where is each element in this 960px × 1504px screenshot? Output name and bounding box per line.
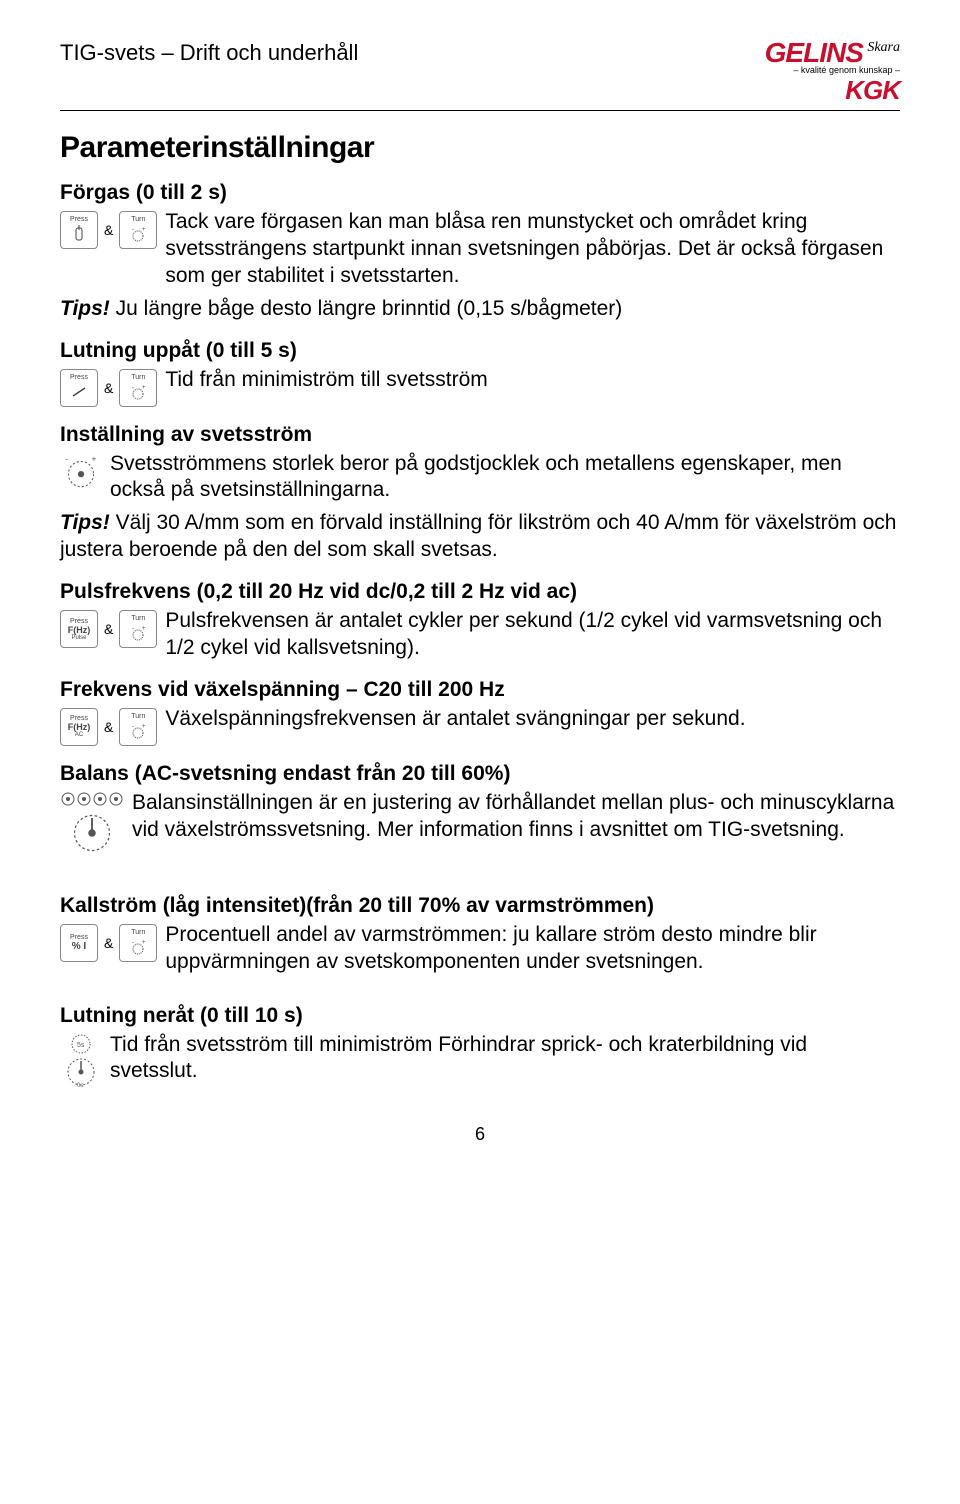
param-title: Lutning uppåt (0 till 5 s) xyxy=(60,339,900,363)
param-title: Pulsfrekvens (0,2 till 20 Hz vid dc/0,2 … xyxy=(60,580,900,604)
param-body: Tid från svetsström till minimiström För… xyxy=(110,1032,900,1086)
section-title: Parameterinställningar xyxy=(60,131,900,165)
press-fhz-icon: Press F(Hz) Pulse xyxy=(60,610,98,648)
param-balans: Balans (AC-svetsning endast från 20 till… xyxy=(60,762,900,858)
param-body: Pulsfrekvensen är antalet cykler per sek… xyxy=(165,608,900,662)
tips-forgas: Tips! Ju längre båge desto längre brinnt… xyxy=(60,296,900,323)
turn-icon: Turn -+ xyxy=(119,708,157,746)
slope-dial-icon: 5s 0s xyxy=(60,1032,102,1088)
turn-icon: Turn -+ xyxy=(119,211,157,249)
param-pulsfrekvens: Pulsfrekvens (0,2 till 20 Hz vid dc/0,2 … xyxy=(60,580,900,662)
press-icon: Press xyxy=(60,369,98,407)
press-icon: Press xyxy=(60,211,98,249)
press-turn-icons: Press F(Hz) Pulse & Turn -+ xyxy=(60,610,157,648)
page-number: 6 xyxy=(60,1124,900,1145)
param-lutning-ner: Lutning neråt (0 till 10 s) 5s 0s Tid fr… xyxy=(60,1004,900,1088)
svg-text:+: + xyxy=(142,940,146,946)
press-turn-icons: Press & Turn -+ xyxy=(60,211,157,249)
param-body: Procentuell andel av varmströmmen: ju ka… xyxy=(165,922,900,976)
svg-text:-: - xyxy=(132,385,134,391)
svg-text:+: + xyxy=(142,227,146,233)
turn-icon: Turn -+ xyxy=(119,369,157,407)
balance-icons xyxy=(60,790,124,858)
svg-text:-: - xyxy=(132,227,134,233)
svg-text:0s: 0s xyxy=(77,1083,83,1088)
svg-text:-: - xyxy=(132,626,134,632)
tips-label: Tips! xyxy=(60,297,110,320)
svg-text:+: + xyxy=(92,453,97,463)
tips-text: Välj 30 A/mm som en förvald inställning … xyxy=(60,511,896,561)
param-forgas: Förgas (0 till 2 s) Press & Turn -+ Tack… xyxy=(60,181,900,323)
brand-logo: GELINS Skara – kvalité genom kunskap – K… xyxy=(765,40,900,106)
param-svetsstrom: Inställning av svetsström - + Svetsström… xyxy=(60,423,900,565)
svg-text:-: - xyxy=(132,724,134,730)
svg-text:-: - xyxy=(132,940,134,946)
param-title: Lutning neråt (0 till 10 s) xyxy=(60,1004,900,1028)
param-body: Svetsströmmens storlek beror på godstjoc… xyxy=(110,451,900,505)
param-body: Växelspänningsfrekvensen är antalet svän… xyxy=(165,706,900,733)
param-body: Tid från minimiström till svetsström xyxy=(165,367,900,394)
param-body: Tack vare förgasen kan man blåsa ren mun… xyxy=(165,209,900,290)
param-lutning-upp: Lutning uppåt (0 till 5 s) Press & Turn … xyxy=(60,339,900,407)
svg-text:-: - xyxy=(65,453,68,463)
press-turn-icons: Press & Turn -+ xyxy=(60,369,157,407)
logo-city: Skara xyxy=(867,40,900,55)
svg-text:5s: 5s xyxy=(77,1042,85,1049)
svg-text:+: + xyxy=(142,385,146,391)
press-turn-icons: Press % I & Turn -+ xyxy=(60,924,157,962)
tips-text: Ju längre båge desto längre brinntid (0,… xyxy=(116,297,623,320)
logo-main: GELINS xyxy=(765,37,863,68)
param-kallstrom: Kallström (låg intensitet)(från 20 till … xyxy=(60,894,900,976)
turn-icon: Turn -+ xyxy=(119,924,157,962)
tips-label: Tips! xyxy=(60,511,110,534)
param-title: Inställning av svetsström xyxy=(60,423,900,447)
press-turn-icons: Press F(Hz) AC & Turn -+ xyxy=(60,708,157,746)
param-title: Frekvens vid växelspänning – C20 till 20… xyxy=(60,678,900,702)
turn-icon: Turn -+ xyxy=(119,610,157,648)
balance-circles-icon xyxy=(60,790,124,808)
svg-text:+: + xyxy=(142,724,146,730)
param-title: Kallström (låg intensitet)(från 20 till … xyxy=(60,894,900,918)
svg-text:+: + xyxy=(142,626,146,632)
param-body: Balansinställningen är en justering av f… xyxy=(132,790,900,844)
logo-kgk: KGK xyxy=(765,75,900,106)
press-fhz-ac-icon: Press F(Hz) AC xyxy=(60,708,98,746)
press-percent-icon: Press % I xyxy=(60,924,98,962)
header-title: TIG-svets – Drift och underhåll xyxy=(60,40,358,66)
ampersand: & xyxy=(102,222,115,238)
dial-icon: - + xyxy=(60,451,102,493)
dial-icon xyxy=(67,808,117,858)
tips-svetsstrom: Tips! Välj 30 A/mm som en förvald instäl… xyxy=(60,510,900,564)
page-header: TIG-svets – Drift och underhåll GELINS S… xyxy=(60,40,900,111)
param-frekvens-ac: Frekvens vid växelspänning – C20 till 20… xyxy=(60,678,900,746)
param-title: Balans (AC-svetsning endast från 20 till… xyxy=(60,762,900,786)
param-title: Förgas (0 till 2 s) xyxy=(60,181,900,205)
